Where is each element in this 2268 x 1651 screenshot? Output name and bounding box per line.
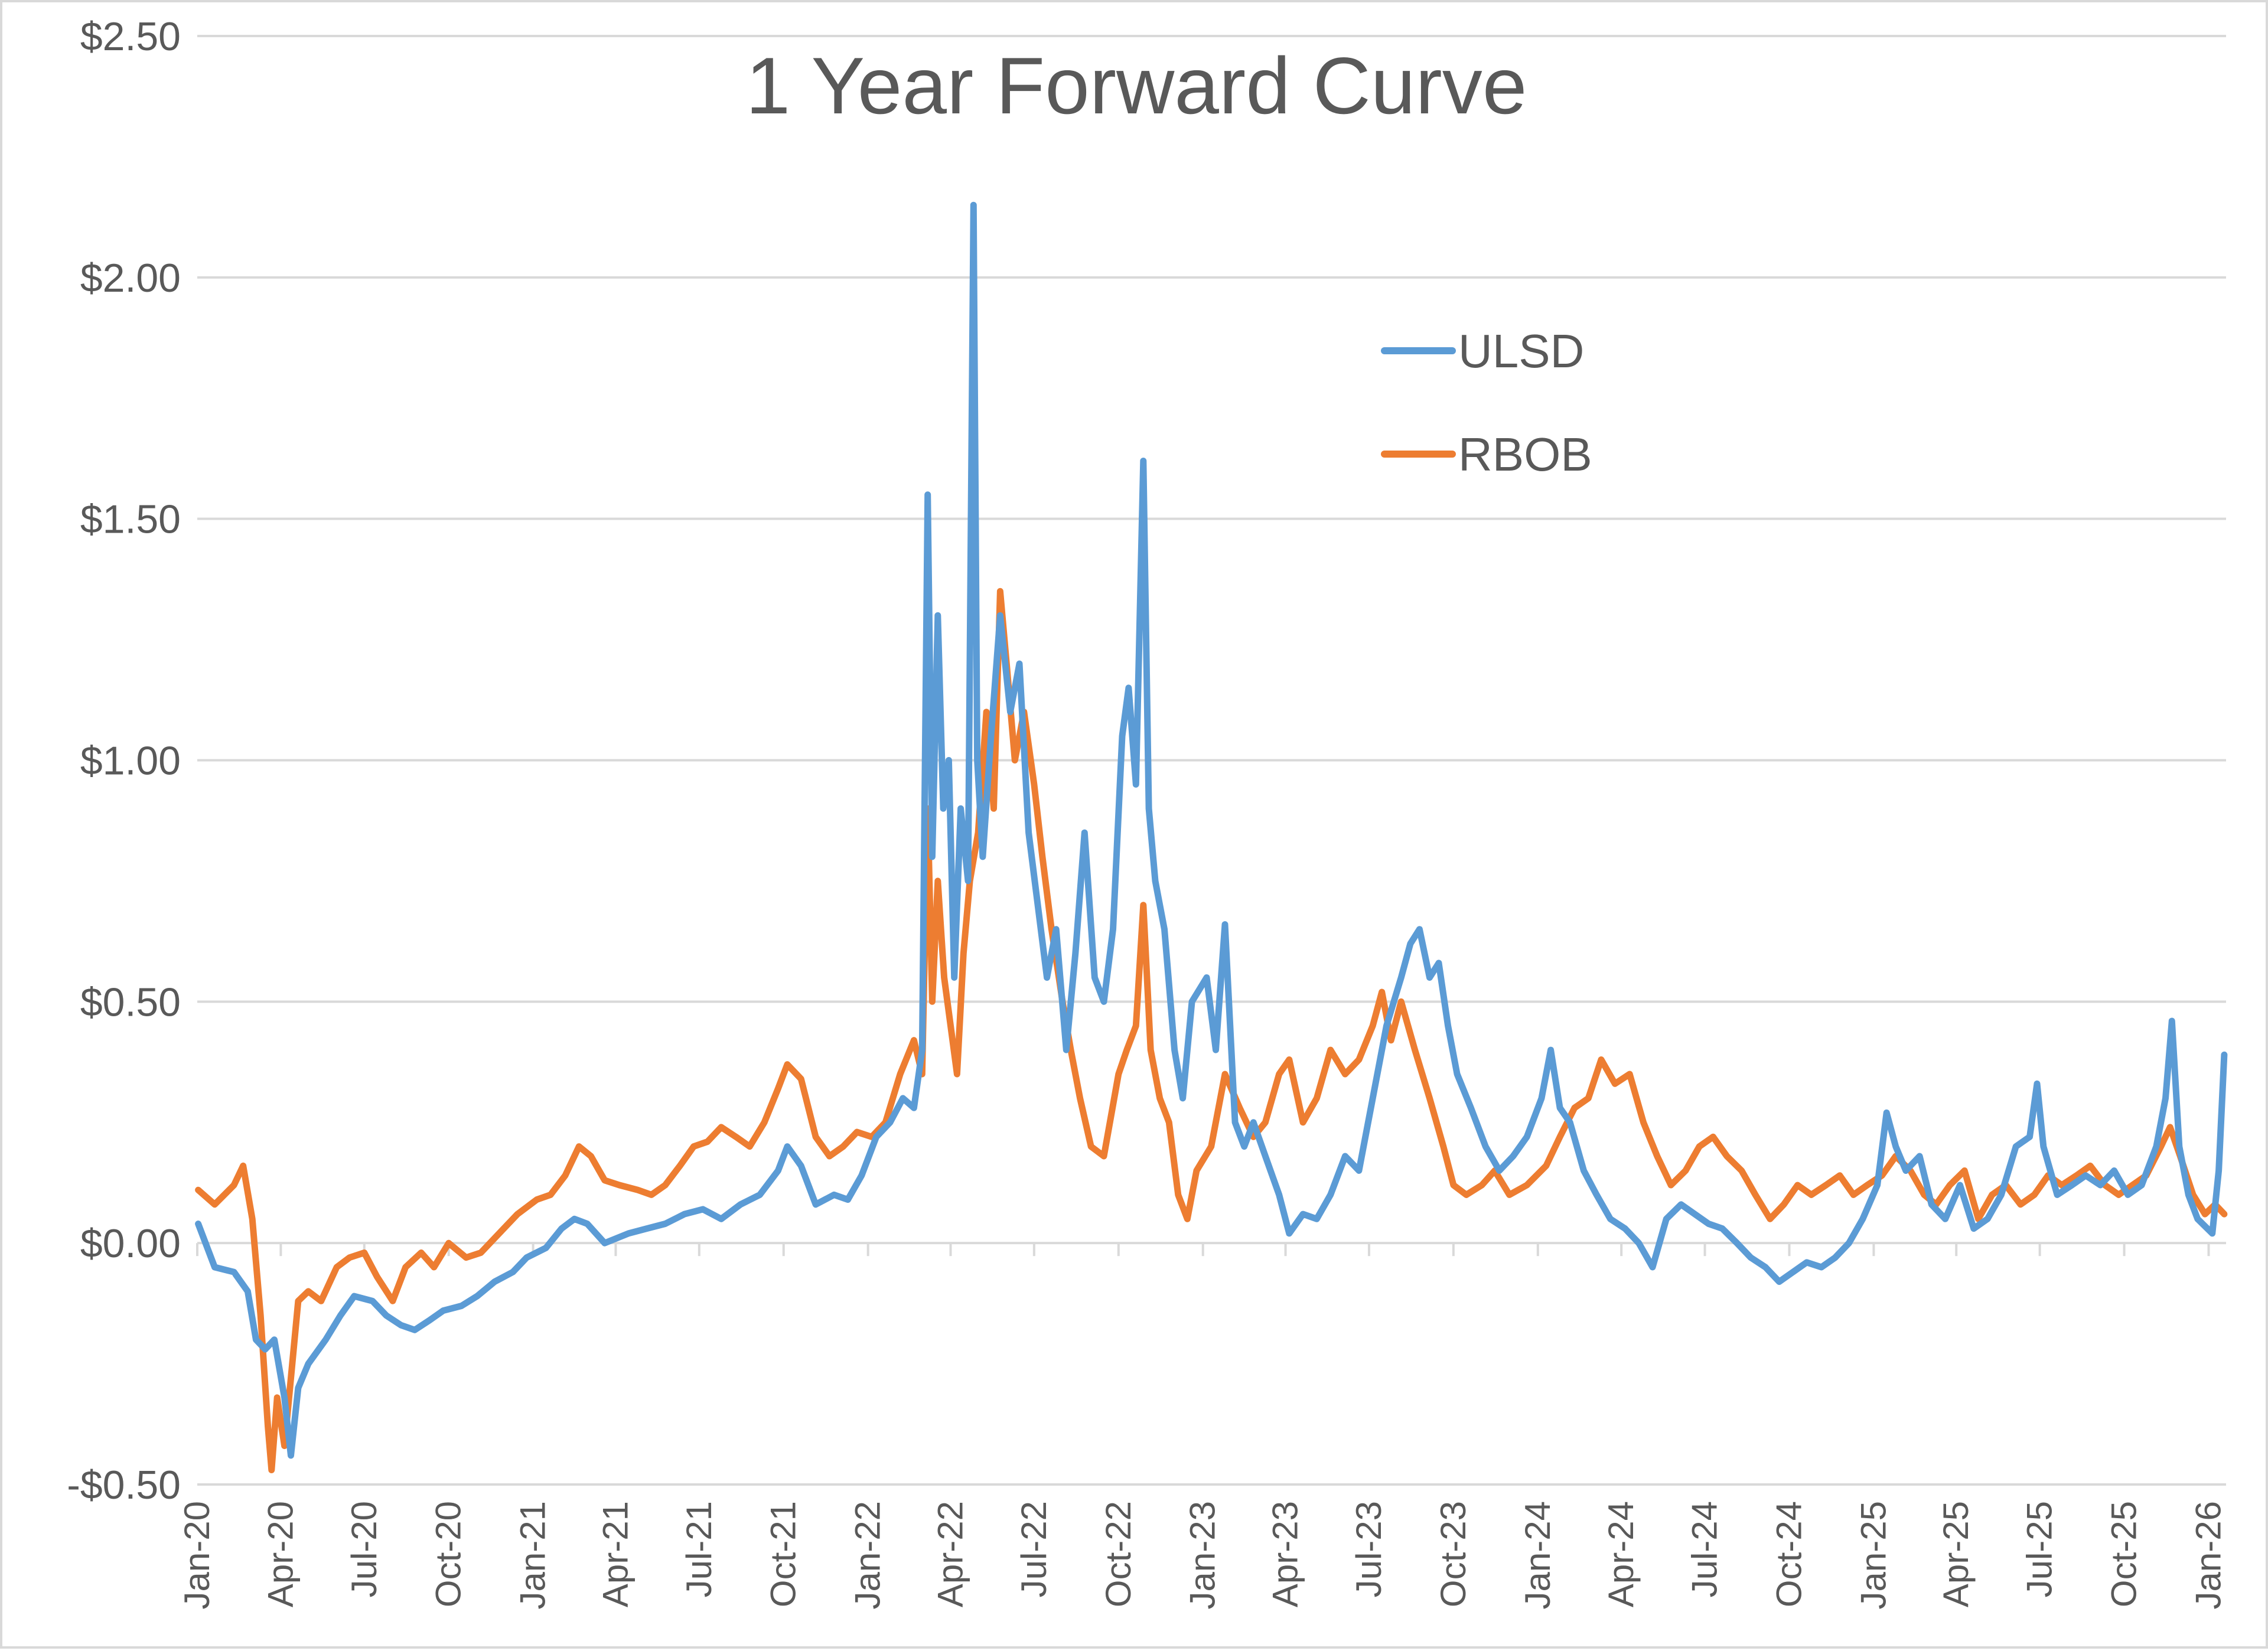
x-tick-label: Jul-23 xyxy=(1349,1501,1389,1597)
x-tick-label: Oct-24 xyxy=(1769,1501,1808,1607)
x-tick-label: Apr-20 xyxy=(260,1501,300,1607)
y-axis-tick-labels: $2.50 $2.00 $1.50 $1.00 $0.50 $0.00 -$0.50 xyxy=(67,14,181,1508)
x-tick-label: Oct-23 xyxy=(1433,1501,1473,1607)
x-tick-label: Apr-21 xyxy=(595,1501,635,1607)
x-tick-label: Jul-24 xyxy=(1685,1501,1725,1597)
gridlines xyxy=(197,35,2226,1486)
y-tick-label: $0.50 xyxy=(80,980,181,1024)
x-tick-label: Oct-20 xyxy=(429,1501,468,1607)
x-tick-label: Apr-25 xyxy=(1936,1501,1976,1607)
x-tick-label: Jul-25 xyxy=(2020,1501,2060,1597)
x-tick-label: Jan-20 xyxy=(177,1501,217,1609)
y-tick-label: $2.50 xyxy=(80,14,181,59)
x-tick-label: Jul-22 xyxy=(1014,1501,1054,1597)
x-tick-label: Jan-25 xyxy=(1853,1501,1893,1609)
x-tick-label: Jan-21 xyxy=(513,1501,553,1609)
y-tick-label: $2.00 xyxy=(80,256,181,301)
legend-label-rbob: RBOB xyxy=(1458,428,1592,481)
x-tick-label: Jul-20 xyxy=(344,1501,384,1597)
x-tick-label: Jan-26 xyxy=(2188,1501,2228,1609)
chart-title: 1 Year Forward Curve xyxy=(746,41,1527,130)
x-tick-label: Apr-23 xyxy=(1266,1501,1305,1607)
x-tick-label: Oct-25 xyxy=(2104,1501,2144,1607)
x-tick-label: Jan-24 xyxy=(1518,1501,1557,1609)
x-axis-tick-labels: Jan-20 Apr-20 Jul-20 Oct-20 Jan-21 Apr-21 Jul-… xyxy=(177,1243,2228,1609)
x-tick-label: Apr-22 xyxy=(931,1501,970,1607)
x-tick-label: Oct-22 xyxy=(1099,1501,1138,1607)
series-lines xyxy=(195,201,2228,1473)
series-line-ulsd xyxy=(195,201,2228,1459)
x-tick-label: Jan-23 xyxy=(1183,1501,1223,1609)
x-tick-label: Jan-22 xyxy=(848,1501,888,1609)
y-tick-label: $0.00 xyxy=(80,1221,181,1266)
legend: ULSD RBOB xyxy=(1381,325,1592,481)
y-tick-label: $1.00 xyxy=(80,739,181,784)
x-tick-label: Jul-21 xyxy=(679,1501,719,1597)
legend-label-ulsd: ULSD xyxy=(1458,325,1584,377)
y-tick-label: $1.50 xyxy=(80,497,181,542)
y-tick-label: -$0.50 xyxy=(67,1463,181,1508)
x-tick-label: Apr-24 xyxy=(1601,1501,1641,1607)
x-tick-label: Oct-21 xyxy=(764,1501,803,1607)
series-line-rbob xyxy=(195,588,2228,1473)
